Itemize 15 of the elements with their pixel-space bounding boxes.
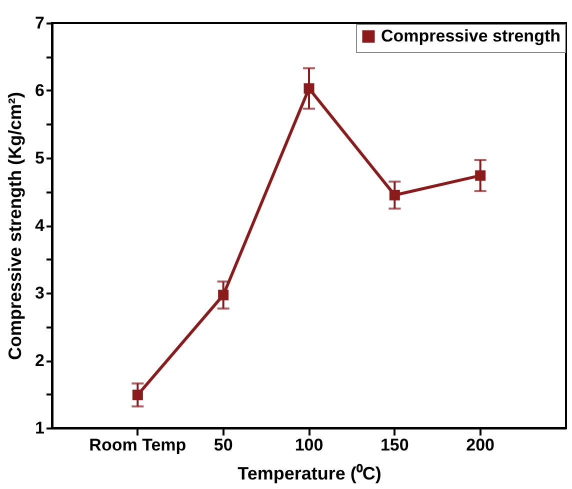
y-axis-title: Compressive strength (Kg/cm²) [5,92,26,360]
y-tick-label: 5 [35,148,44,168]
y-tick-label: 2 [35,351,44,370]
x-tick-label: 150 [380,436,409,454]
legend-label: Compressive strength [381,26,560,46]
x-tick-label: 50 [214,436,233,454]
x-tick-label: 100 [294,436,324,454]
x-tick-label: Room Temp [89,436,186,454]
y-tick-label: 6 [35,81,44,100]
x-axis-title: Temperature (⁰C) [238,464,382,484]
y-tick-label: 1 [35,418,44,438]
y-tick-label: 7 [35,14,44,32]
y-tick-label: 3 [35,284,44,302]
y-tick-label: 4 [35,216,46,235]
x-tick-label: 200 [466,436,495,454]
